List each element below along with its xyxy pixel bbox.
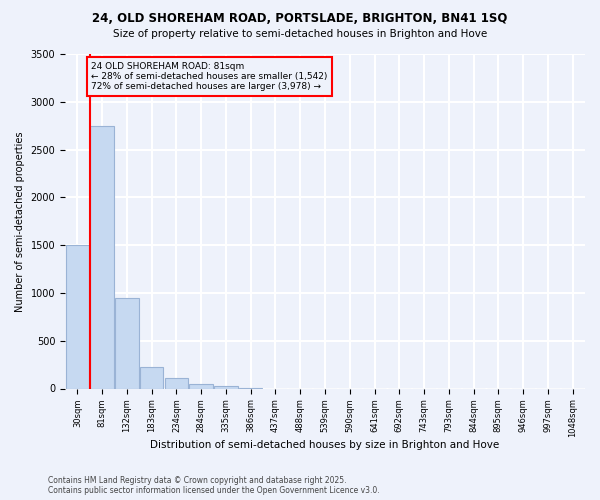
Text: Contains HM Land Registry data © Crown copyright and database right 2025.
Contai: Contains HM Land Registry data © Crown c…	[48, 476, 380, 495]
Bar	[65, 245, 89, 388]
Bar	[190, 384, 213, 388]
Y-axis label: Number of semi-detached properties: Number of semi-detached properties	[15, 131, 25, 312]
Bar	[214, 386, 238, 388]
Bar	[140, 366, 163, 388]
Bar	[91, 126, 114, 388]
X-axis label: Distribution of semi-detached houses by size in Brighton and Hove: Distribution of semi-detached houses by …	[151, 440, 500, 450]
Text: Size of property relative to semi-detached houses in Brighton and Hove: Size of property relative to semi-detach…	[113, 29, 487, 39]
Text: 24, OLD SHOREHAM ROAD, PORTSLADE, BRIGHTON, BN41 1SQ: 24, OLD SHOREHAM ROAD, PORTSLADE, BRIGHT…	[92, 12, 508, 26]
Bar	[115, 298, 139, 388]
Bar	[164, 378, 188, 388]
Text: 24 OLD SHOREHAM ROAD: 81sqm
← 28% of semi-detached houses are smaller (1,542)
72: 24 OLD SHOREHAM ROAD: 81sqm ← 28% of sem…	[91, 62, 328, 92]
